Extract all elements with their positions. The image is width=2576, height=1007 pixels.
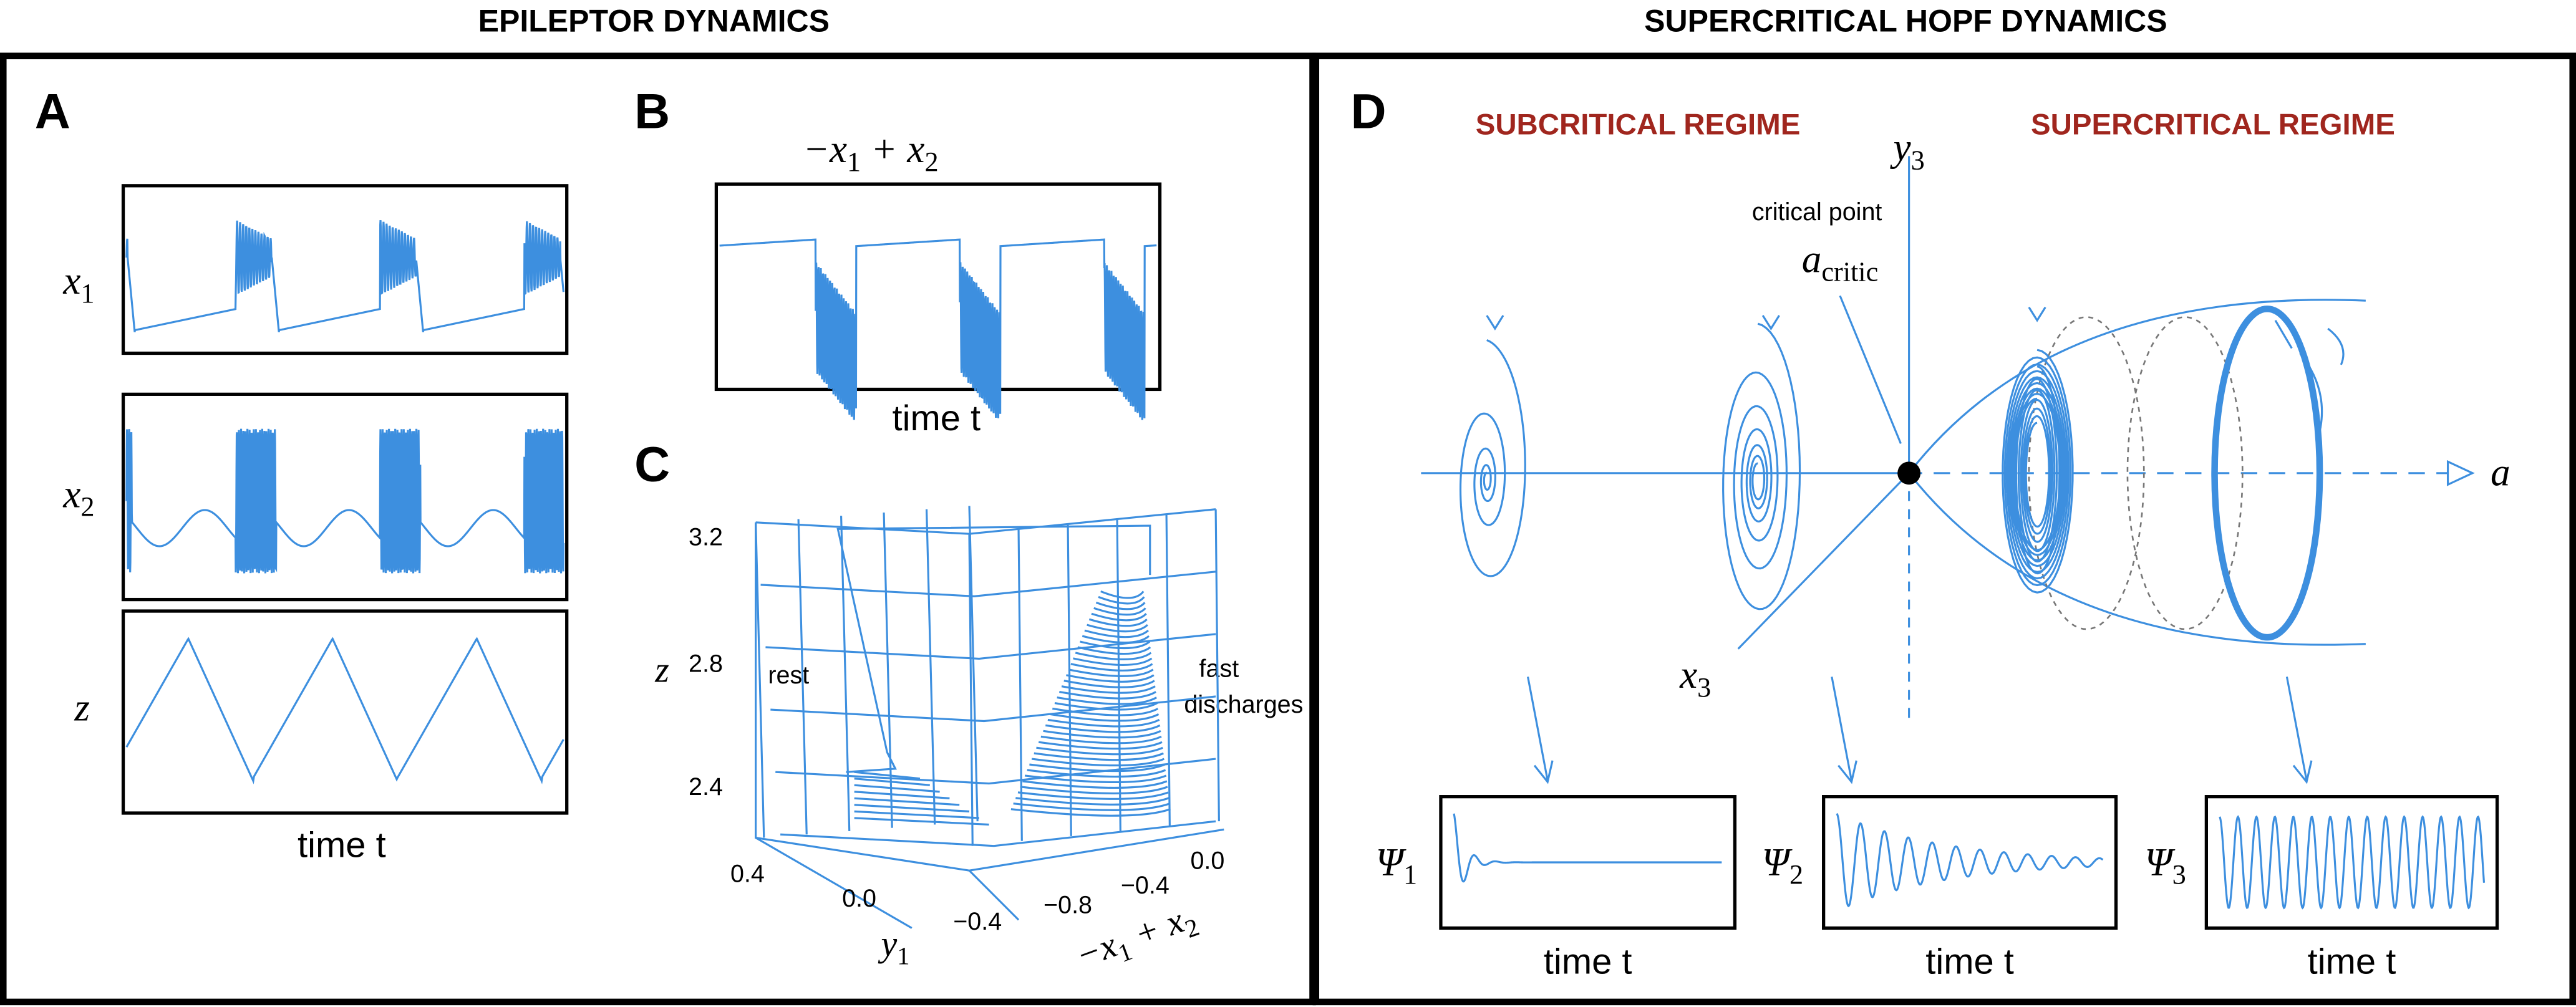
left-title: EPILEPTOR DYNAMICS xyxy=(478,3,830,38)
tick-label: −0.8 xyxy=(1043,892,1092,919)
trajectory xyxy=(836,524,1171,826)
tick-label: 3.2 xyxy=(689,524,723,551)
subscript: 2 xyxy=(80,491,94,522)
trace xyxy=(1453,813,1722,883)
math-label: x2 xyxy=(62,472,94,523)
x-label: time t xyxy=(2308,942,2396,982)
x-label: time t xyxy=(298,826,386,865)
plot-frame xyxy=(714,182,1162,392)
math-label: acritic xyxy=(1802,237,1878,287)
math-label: Ψ2 xyxy=(1762,840,1804,890)
regime-label: SUBCRITICAL REGIME xyxy=(1476,108,1801,142)
inset-frame xyxy=(2204,795,2499,930)
panel-letter: A xyxy=(35,83,70,138)
tick-label: −0.4 xyxy=(1121,872,1169,899)
math-label: z xyxy=(74,685,90,729)
trace xyxy=(125,220,565,332)
limit-cycle xyxy=(2211,306,2323,641)
symbol: Ψ xyxy=(2144,840,2176,884)
math-label: −x1 + x2 xyxy=(803,127,938,178)
symbol: −x xyxy=(803,127,847,171)
subscript: 1 xyxy=(1403,859,1417,890)
critical-point xyxy=(1897,461,1921,485)
pointer xyxy=(2285,677,2313,784)
annotation: discharges xyxy=(1184,691,1303,718)
x-label: time t xyxy=(1925,942,2014,982)
right-title: SUPERCRITICAL HOPF DYNAMICS xyxy=(1644,3,2167,38)
subscript: 1 xyxy=(847,147,861,177)
annotation: critical point xyxy=(1752,198,1882,226)
subscript: critic xyxy=(1821,257,1878,287)
subscript: 1 xyxy=(897,942,909,970)
subscript: 1 xyxy=(80,278,94,309)
spiral xyxy=(2002,349,2074,594)
math-label: x3 xyxy=(1679,653,1711,703)
pointer xyxy=(1839,295,1902,444)
arrowhead xyxy=(1761,315,1780,330)
axis-label: a xyxy=(2491,451,2511,494)
grid xyxy=(755,506,1220,847)
subscript: 3 xyxy=(1697,672,1711,703)
parabola xyxy=(1908,299,2366,646)
regime-label: SUPERCRITICAL REGIME xyxy=(2031,108,2395,142)
trace xyxy=(2219,815,2486,910)
tick-label: −0.4 xyxy=(953,908,1002,935)
symbol: Ψ xyxy=(1376,840,1407,884)
flow-arrow xyxy=(2299,327,2345,444)
math-label: y3 xyxy=(1890,125,1925,176)
panel-letter: C xyxy=(634,436,670,492)
tick-label: 0.0 xyxy=(1190,847,1224,874)
symbol: y xyxy=(1890,125,1912,169)
subscript: 2 xyxy=(1789,859,1803,890)
subscript: 3 xyxy=(1911,145,1925,176)
plot-frame xyxy=(121,392,569,602)
trace xyxy=(1836,812,2104,907)
pointer xyxy=(1527,677,1554,784)
panel-letter: D xyxy=(1351,83,1387,138)
subscript: 3 xyxy=(2172,859,2186,890)
orbit xyxy=(2028,316,2145,630)
symbol: Ψ xyxy=(1762,840,1793,884)
panel-letter: B xyxy=(634,83,670,138)
math-label: Ψ1 xyxy=(1376,840,1418,890)
tick-label: 0.0 xyxy=(842,885,876,912)
math-label: Ψ3 xyxy=(2144,840,2186,890)
plot-frame xyxy=(121,609,569,815)
inset-frame xyxy=(1822,795,2118,930)
annotation: fast xyxy=(1199,655,1239,682)
axis-label: z xyxy=(654,649,669,690)
flow-arrow xyxy=(2274,320,2293,349)
symbol: z xyxy=(74,685,90,729)
orbit xyxy=(2126,316,2244,630)
symbol: a xyxy=(1802,237,1822,281)
spiral xyxy=(1722,322,1801,610)
axis xyxy=(1737,472,1910,650)
tick-label: 2.4 xyxy=(689,773,723,801)
symbol: x xyxy=(62,258,80,302)
symbol: + x xyxy=(861,127,924,171)
symbol: x xyxy=(1679,653,1697,696)
math-label: x1 xyxy=(62,258,94,309)
tick-label: 2.8 xyxy=(689,650,723,677)
trace xyxy=(125,637,564,784)
subscript: 2 xyxy=(924,147,938,177)
arrowhead xyxy=(2446,460,2475,486)
axis xyxy=(755,522,1224,929)
plot-frame xyxy=(121,184,569,355)
spiral xyxy=(1459,339,1526,577)
x-label: time t xyxy=(1544,942,1632,982)
spiral xyxy=(2015,365,2061,575)
tick-label: 0.4 xyxy=(730,860,765,888)
pointer xyxy=(1831,677,1857,784)
symbol: x xyxy=(62,472,80,516)
right-frame xyxy=(1312,52,2576,1006)
x-label: time t xyxy=(893,398,981,438)
arrowhead xyxy=(1486,315,1504,330)
trace xyxy=(719,238,1157,420)
math-label: y1 xyxy=(878,923,909,970)
arrowhead xyxy=(2028,306,2046,322)
symbol: y xyxy=(878,923,897,964)
trace xyxy=(125,428,565,574)
